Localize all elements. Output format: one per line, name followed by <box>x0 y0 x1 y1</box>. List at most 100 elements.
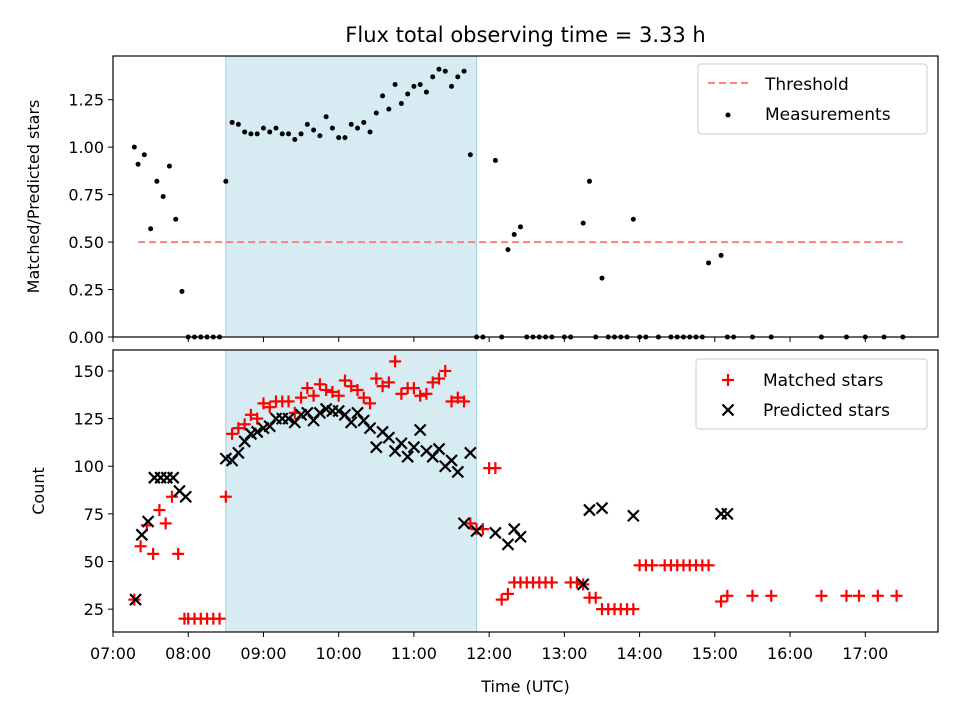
measurement-point <box>405 91 411 97</box>
matched-star-point <box>395 387 408 400</box>
matched-star-point <box>501 587 514 600</box>
y-tick-label: 0.00 <box>68 328 104 347</box>
matched-star-point <box>172 547 185 560</box>
predicted-star-point <box>451 465 465 479</box>
measurement-point <box>430 74 436 80</box>
measurement-point <box>323 114 329 120</box>
matched-star-point <box>332 389 345 402</box>
measurement-point <box>492 157 498 163</box>
predicted-star-point <box>232 446 245 460</box>
measurement-point <box>273 125 279 131</box>
predicted-star-point <box>627 509 640 523</box>
measurement-point <box>223 178 229 184</box>
bottom-x-axis: 07:00 08:00 09:00 10:00 11:00 12:00 13:00 14:00… <box>90 632 888 663</box>
measurement-point <box>286 131 292 137</box>
predicted-star-point <box>407 440 421 454</box>
predicted-star-point <box>413 423 427 437</box>
predicted-star-point <box>363 421 377 435</box>
x-tick-label: 17:00 <box>842 644 888 663</box>
measurement-point <box>317 133 323 139</box>
measurement-point <box>517 224 523 230</box>
top-legend: Threshold Measurements <box>697 63 928 135</box>
matched-star-point <box>213 612 226 625</box>
matched-star-point <box>282 395 295 408</box>
legend-matched-label: Matched stars <box>763 371 883 391</box>
matched-star-point <box>439 364 452 377</box>
matched-star-point <box>840 589 853 602</box>
matched-star-point <box>495 593 508 606</box>
x-tick-label: 07:00 <box>90 644 136 663</box>
predicted-star-point <box>282 412 295 425</box>
measurement-point <box>386 106 392 112</box>
measurement-point <box>354 125 360 131</box>
matched-star-point <box>338 374 351 387</box>
top-y-axis: 0.00 0.25 0.50 0.75 1.00 1.25 <box>68 91 113 347</box>
measurement-point <box>131 144 137 150</box>
matched-star-point <box>853 589 866 602</box>
y-tick-label: 1.00 <box>68 138 104 157</box>
measurement-point <box>718 252 724 258</box>
x-tick-label: 10:00 <box>316 644 362 663</box>
matched-star-point <box>364 397 377 410</box>
measurement-point <box>254 131 260 137</box>
matched-star-point <box>445 395 458 408</box>
y-tick-label: 0.50 <box>68 233 104 252</box>
measurement-point <box>398 100 404 106</box>
top-panel: 0.00 0.25 0.50 0.75 1.00 1.25 Flux total obse… <box>24 23 939 347</box>
predicted-star-point <box>313 406 327 420</box>
measurement-point <box>329 125 335 131</box>
measurement-point <box>229 119 235 125</box>
measurement-point <box>173 216 179 222</box>
measurement-point <box>511 231 517 237</box>
matched-star-point <box>464 517 477 530</box>
matched-star-point <box>263 401 276 414</box>
predicted-star-point <box>445 454 458 467</box>
measurement-point <box>235 121 241 127</box>
bottom-legend: Matched stars Predicted stars <box>695 358 928 430</box>
measurement-point <box>148 226 154 232</box>
matched-star-point <box>815 589 828 602</box>
matched-star-point <box>153 504 166 517</box>
bottom-panel: 25 50 75 100 125 150 07:00 08:00 09:00 10:00 11:0… <box>29 349 939 696</box>
matched-star-point <box>432 372 445 385</box>
measurement-point <box>336 135 342 141</box>
measurement-point <box>380 93 386 99</box>
matched-star-point <box>489 462 502 475</box>
matched-star-point <box>219 490 232 503</box>
matched-star-point <box>407 382 420 395</box>
top-plot-marks <box>131 66 906 340</box>
matched-star-point <box>702 559 715 572</box>
x-axis-label: Time (UTC) <box>480 677 569 696</box>
matched-star-point <box>301 382 314 395</box>
matched-star-point <box>147 547 160 560</box>
measurement-point <box>292 137 298 143</box>
matched-star-point <box>238 418 251 431</box>
matched-star-point <box>589 591 602 604</box>
bottom-observing-span <box>225 349 478 633</box>
measurement-point <box>706 260 712 266</box>
bottom-y-axis-label: Count <box>29 467 48 515</box>
measurement-point <box>442 68 448 74</box>
legend-plus-marker <box>722 374 734 386</box>
predicted-star-point <box>332 404 345 418</box>
x-tick-label: 11:00 <box>391 644 437 663</box>
bottom-y-axis: 25 50 75 100 125 150 <box>73 362 113 619</box>
legend-x-marker <box>721 403 735 417</box>
x-tick-label: 14:00 <box>617 644 663 663</box>
measurement-point <box>342 135 348 141</box>
matched-star-point <box>357 391 370 404</box>
predicted-star-point <box>179 490 192 503</box>
measurement-point <box>311 127 317 133</box>
x-tick-label: 08:00 <box>165 644 211 663</box>
measurement-point <box>423 89 429 95</box>
matched-star-point <box>376 380 389 393</box>
measurement-point <box>436 66 442 72</box>
measurement-point <box>455 74 461 80</box>
x-tick-label: 15:00 <box>692 644 738 663</box>
matched-star-point <box>257 397 270 410</box>
predicted-star-point <box>489 526 502 540</box>
matched-star-point <box>451 391 464 404</box>
measurement-point <box>367 129 373 135</box>
predicted-star-point <box>135 528 149 542</box>
